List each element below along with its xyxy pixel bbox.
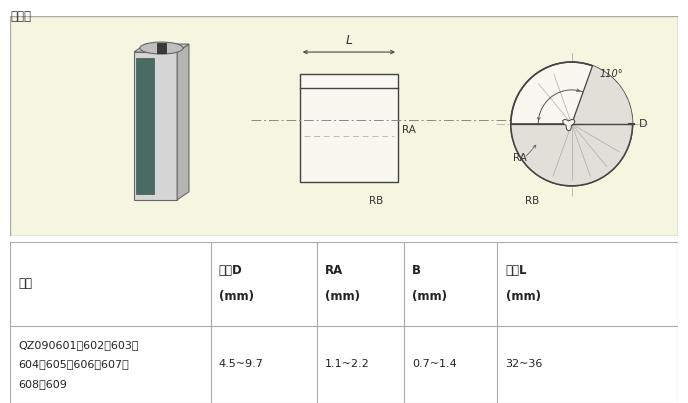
Ellipse shape bbox=[140, 42, 183, 54]
Text: 1.1~2.2: 1.1~2.2 bbox=[325, 359, 370, 369]
Text: 608、609: 608、609 bbox=[19, 379, 67, 388]
Text: RB: RB bbox=[524, 196, 539, 206]
Bar bbox=[134, 52, 177, 200]
Text: 长度L: 长度L bbox=[506, 264, 527, 277]
Polygon shape bbox=[134, 44, 189, 52]
Text: 槍钒刀: 槍钒刀 bbox=[10, 10, 32, 23]
Text: 32~36: 32~36 bbox=[506, 359, 543, 369]
Text: (mm): (mm) bbox=[506, 290, 541, 303]
Wedge shape bbox=[510, 124, 632, 186]
Bar bbox=[157, 43, 166, 53]
Text: (mm): (mm) bbox=[325, 290, 361, 303]
Text: RB: RB bbox=[369, 196, 383, 206]
Wedge shape bbox=[572, 66, 632, 124]
Text: B: B bbox=[412, 264, 421, 277]
Text: RA: RA bbox=[402, 125, 416, 135]
Text: QZ090601、602、603、: QZ090601、602、603、 bbox=[19, 340, 139, 350]
Polygon shape bbox=[563, 119, 575, 131]
Text: RA: RA bbox=[513, 153, 527, 163]
Text: 外径D: 外径D bbox=[219, 264, 242, 277]
Polygon shape bbox=[177, 44, 189, 200]
Text: (mm): (mm) bbox=[412, 290, 447, 303]
Text: 110°: 110° bbox=[599, 69, 623, 79]
Text: RA: RA bbox=[325, 264, 343, 277]
Text: 604、605、606、607、: 604、605、606、607、 bbox=[19, 359, 129, 369]
Bar bbox=[136, 58, 153, 194]
Text: (mm): (mm) bbox=[219, 290, 254, 303]
Text: D: D bbox=[638, 119, 647, 129]
Text: 4.5~9.7: 4.5~9.7 bbox=[219, 359, 264, 369]
Text: 型号: 型号 bbox=[19, 277, 32, 290]
Text: L: L bbox=[345, 34, 352, 47]
Circle shape bbox=[510, 62, 632, 186]
Text: 0.7~1.4: 0.7~1.4 bbox=[412, 359, 457, 369]
Bar bbox=[300, 74, 398, 182]
